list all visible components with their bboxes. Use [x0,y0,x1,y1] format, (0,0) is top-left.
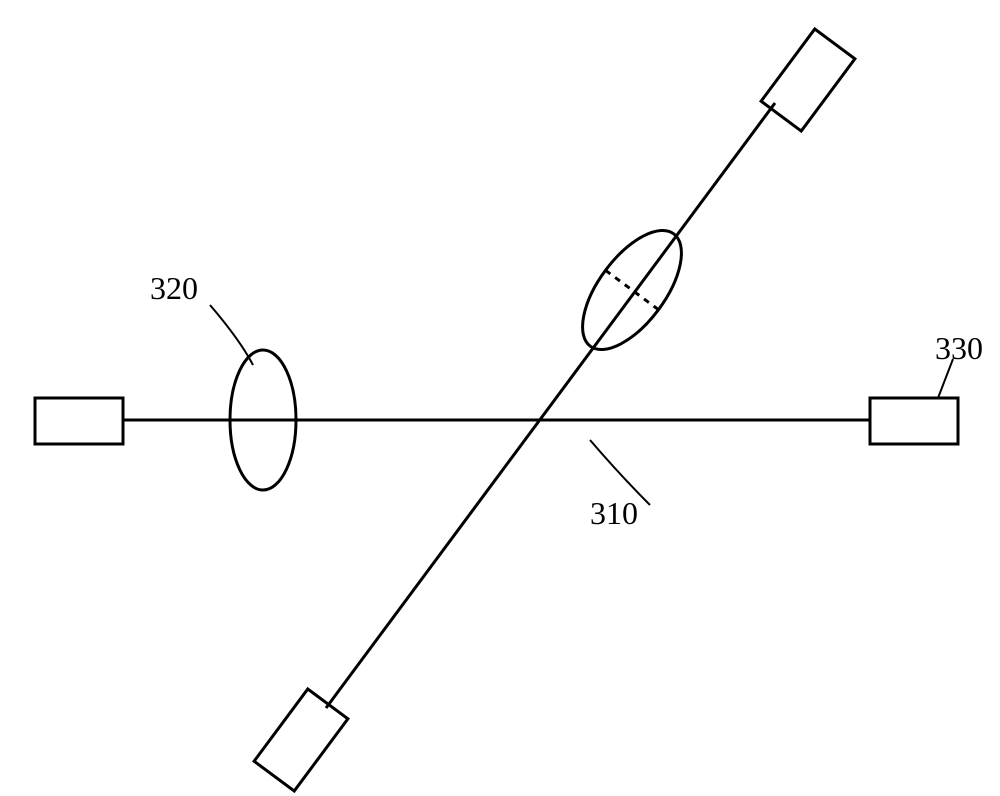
schematic-diagram [0,0,1000,796]
label-310: 310 [590,495,638,532]
label-330: 330 [935,330,983,367]
label-320: 320 [150,270,198,307]
